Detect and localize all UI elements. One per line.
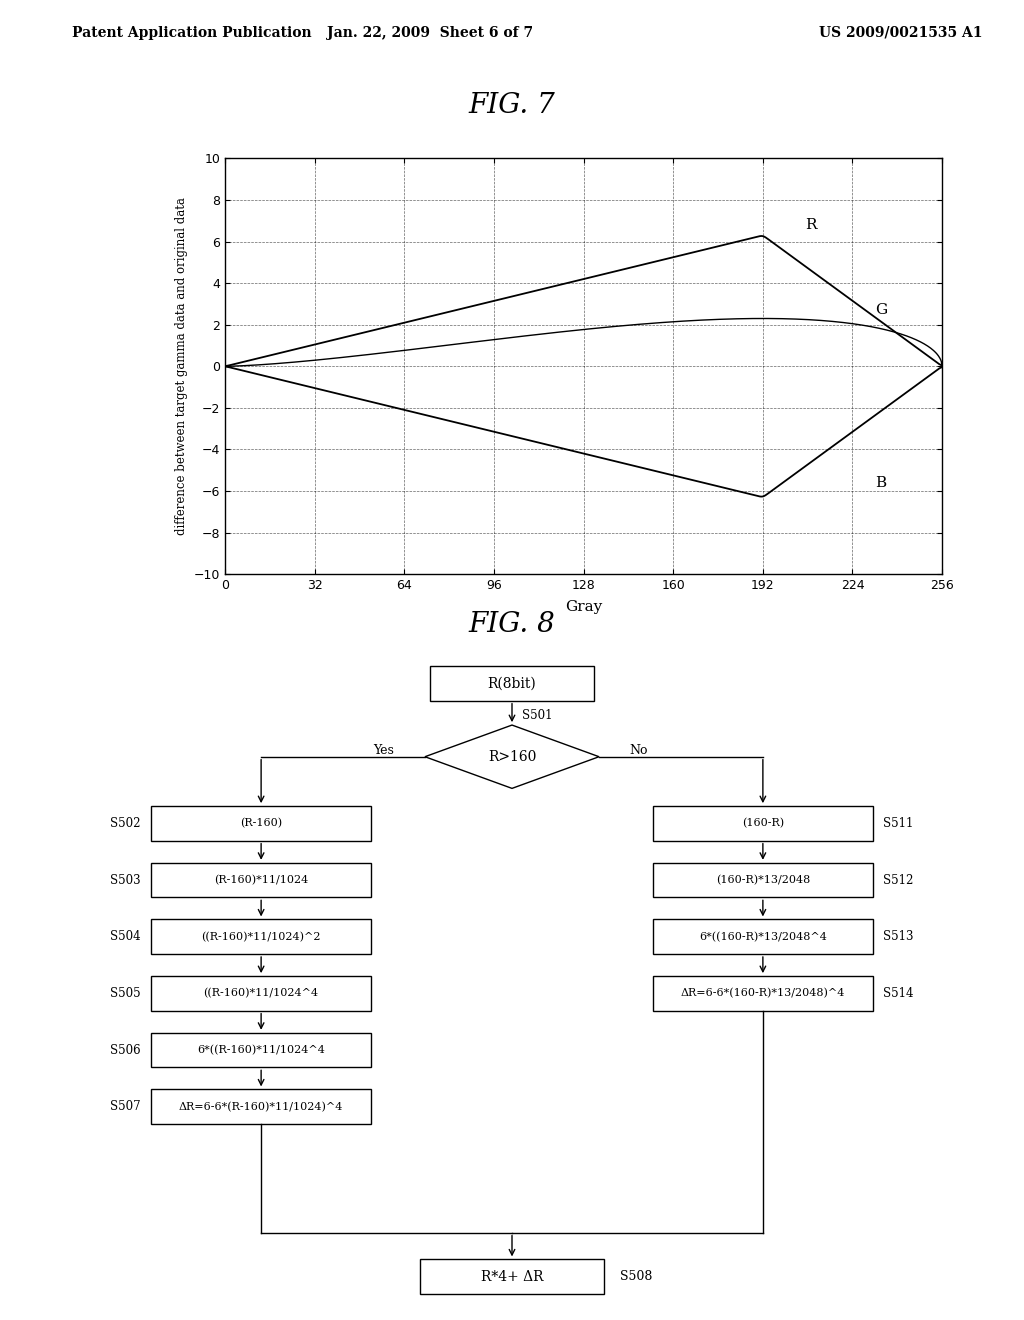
Text: S501: S501 [522,709,553,722]
Text: R>160: R>160 [487,750,537,764]
FancyBboxPatch shape [152,919,372,954]
FancyBboxPatch shape [152,1032,372,1068]
Text: S507: S507 [111,1100,141,1113]
Text: 6*((R-160)*11/1024^4: 6*((R-160)*11/1024^4 [198,1045,325,1055]
Text: S502: S502 [111,817,141,830]
Text: (160-R)*13/2048: (160-R)*13/2048 [716,875,810,886]
Text: S505: S505 [111,987,141,999]
FancyBboxPatch shape [653,807,872,841]
Text: S514: S514 [883,987,913,999]
FancyBboxPatch shape [152,975,372,1011]
FancyBboxPatch shape [430,667,594,701]
Text: R: R [805,218,816,232]
Text: S512: S512 [883,874,913,887]
Text: S506: S506 [111,1044,141,1056]
X-axis label: Gray: Gray [565,601,602,614]
Text: S508: S508 [620,1270,652,1283]
Text: ((R-160)*11/1024)^2: ((R-160)*11/1024)^2 [202,932,321,942]
Y-axis label: difference between target gamma data and original data: difference between target gamma data and… [175,198,188,535]
Text: (160-R): (160-R) [741,818,784,829]
Text: (R-160)*11/1024: (R-160)*11/1024 [214,875,308,886]
FancyBboxPatch shape [152,1089,372,1125]
FancyBboxPatch shape [653,863,872,898]
Polygon shape [425,725,599,788]
Text: US 2009/0021535 A1: US 2009/0021535 A1 [819,26,983,40]
Text: (R-160): (R-160) [240,818,283,829]
Text: FIG. 7: FIG. 7 [469,92,555,119]
Text: ΔR=6-6*(160-R)*13/2048)^4: ΔR=6-6*(160-R)*13/2048)^4 [681,989,845,998]
Text: S504: S504 [111,931,141,944]
Text: FIG. 8: FIG. 8 [469,611,555,639]
Text: R*4+ ΔR: R*4+ ΔR [480,1270,544,1283]
Text: ((R-160)*11/1024^4: ((R-160)*11/1024^4 [204,989,318,998]
FancyBboxPatch shape [653,975,872,1011]
Text: Yes: Yes [374,743,394,756]
Text: Patent Application Publication: Patent Application Publication [72,26,311,40]
Text: S511: S511 [883,817,913,830]
Text: 6*((160-R)*13/2048^4: 6*((160-R)*13/2048^4 [699,932,826,942]
FancyBboxPatch shape [152,863,372,898]
Text: S503: S503 [111,874,141,887]
Text: B: B [874,477,886,490]
Text: G: G [874,304,887,317]
Text: ΔR=6-6*(R-160)*11/1024)^4: ΔR=6-6*(R-160)*11/1024)^4 [179,1101,343,1111]
Text: Jan. 22, 2009  Sheet 6 of 7: Jan. 22, 2009 Sheet 6 of 7 [327,26,534,40]
Text: S513: S513 [883,931,913,944]
Text: No: No [630,743,648,756]
FancyBboxPatch shape [653,919,872,954]
Text: R(8bit): R(8bit) [487,676,537,690]
FancyBboxPatch shape [152,807,372,841]
FancyBboxPatch shape [420,1259,604,1294]
